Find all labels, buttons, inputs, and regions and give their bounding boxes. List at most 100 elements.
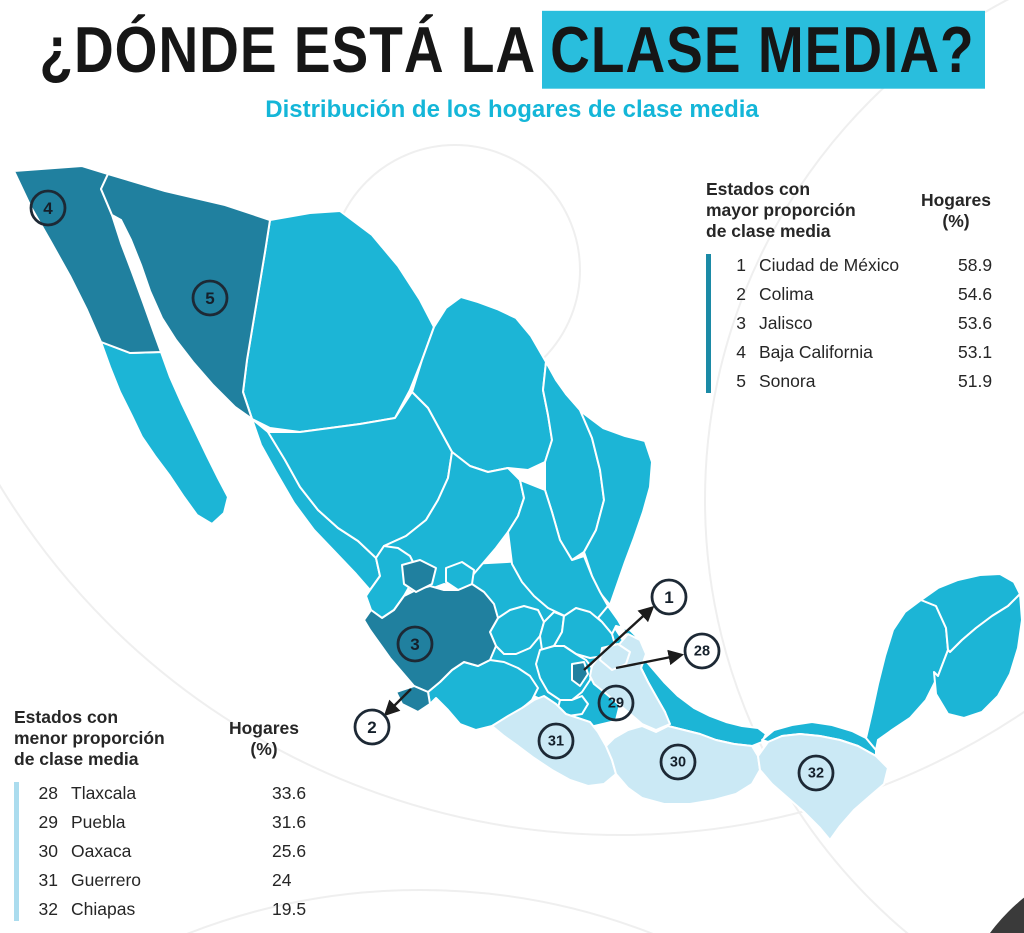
table-row: 32 Chiapas 19.5	[32, 895, 330, 924]
state-cell: Tlaxcala	[71, 783, 137, 803]
map-marker-30: 30	[659, 743, 697, 781]
accent-bar-bottom	[14, 782, 19, 921]
state-mexico	[535, 645, 593, 701]
rank-cell: 2	[736, 284, 746, 304]
title-highlight: CLASE MEDIA?	[542, 10, 985, 89]
page-title: ¿DÓNDE ESTÁ LA CLASE MEDIA?	[0, 10, 1024, 89]
table-lowest-states: Estados con menor proporción de clase me…	[14, 707, 330, 924]
state-oaxaca	[605, 725, 761, 805]
state-baja-california-sur	[100, 341, 229, 525]
rank-cell: 5	[736, 371, 746, 391]
marker-number: 30	[670, 755, 686, 771]
table-row: 29 Puebla 31.6	[32, 808, 330, 837]
table-highest-value-header: Hogares (%)	[920, 190, 992, 231]
state-jalisco-exclave	[401, 559, 437, 593]
arrow-cdmx-to-1	[583, 605, 655, 671]
state-cell: Oaxaca	[71, 841, 132, 861]
rank-cell: 28	[38, 783, 58, 803]
table-row: 1 Ciudad de México 58.9	[720, 251, 1022, 280]
marker-number: 31	[548, 734, 564, 750]
marker-circle	[191, 279, 229, 317]
value-cell: 58.9	[958, 255, 993, 275]
state-cell: Jalisco	[759, 313, 813, 333]
table-row: 4 Baja California 53.1	[720, 338, 1022, 367]
value-cell: 31.6	[272, 812, 307, 832]
state-aguascalientes	[445, 561, 475, 591]
table-row: 3 Jalisco 53.6	[720, 309, 1022, 338]
value-cell: 24	[272, 870, 292, 890]
accent-bar-top	[706, 254, 711, 393]
state-cell: Colima	[759, 284, 814, 304]
marker-number: 5	[205, 289, 214, 308]
marker-circle	[29, 189, 67, 227]
map-marker-31: 31	[537, 722, 575, 760]
state-cell: Chiapas	[71, 899, 136, 919]
table-row: 28 Tlaxcala 33.6	[32, 779, 330, 808]
state-cell: Guerrero	[71, 870, 142, 890]
state-ciudad-de-mexico	[571, 661, 589, 687]
marker-circle	[659, 743, 697, 781]
state-cell: Puebla	[71, 812, 126, 832]
value-cell: 53.1	[958, 342, 993, 362]
map-marker-5: 5	[191, 279, 229, 317]
value-cell: 53.6	[958, 313, 993, 333]
map-marker-2: 2	[353, 708, 391, 746]
map-marker-32: 32	[797, 754, 835, 792]
rank-cell: 32	[38, 899, 58, 919]
table-highest-rows: 1 Ciudad de México 58.9 2 Colima 54.6 3 Jalisco…	[706, 251, 1022, 396]
rank-cell: 30	[38, 841, 58, 861]
state-tlaxcala	[599, 643, 631, 671]
marker-number: 3	[410, 635, 419, 654]
title-prefix: ¿DÓNDE ESTÁ LA	[39, 13, 537, 87]
marker-circle	[597, 684, 635, 722]
table-lowest-rows: 28 Tlaxcala 33.6 29 Puebla 31.6 30 Oaxaca 25.6 31…	[14, 779, 330, 924]
state-quintana-roo	[933, 593, 1023, 719]
state-chihuahua	[242, 210, 435, 433]
page-subtitle: Distribución de los hogares de clase med…	[265, 96, 759, 123]
table-lowest-header: Estados con menor proporción de clase me…	[14, 707, 165, 769]
table-highest-header: Estados con mayor proporción de clase me…	[706, 179, 856, 241]
arrow-tlaxcala-to-28	[615, 649, 685, 670]
rank-cell: 29	[38, 812, 58, 832]
table-row: 5 Sonora 51.9	[720, 367, 1022, 396]
map-marker-4: 4	[29, 189, 67, 227]
rank-cell: 1	[736, 255, 746, 275]
callout-arrows	[383, 605, 685, 717]
rank-cell: 3	[736, 313, 746, 333]
table-row: 30 Oaxaca 25.6	[32, 837, 330, 866]
marker-circle	[797, 754, 835, 792]
value-cell: 54.6	[958, 284, 993, 304]
map-marker-1: 1	[650, 578, 688, 616]
states-high	[13, 165, 589, 713]
state-cell: Sonora	[759, 371, 816, 391]
state-sonora	[100, 173, 271, 420]
marker-number: 29	[608, 696, 624, 712]
marker-number: 4	[43, 199, 53, 218]
marker-circle	[650, 578, 688, 616]
rank-cell: 4	[736, 342, 746, 362]
map-marker-28: 28	[683, 632, 721, 670]
value-cell: 51.9	[958, 371, 993, 391]
table-highest-states: Estados con mayor proporción de clase me…	[706, 179, 1022, 396]
arrow-colima-to-2	[383, 688, 412, 717]
marker-circle	[537, 722, 575, 760]
marker-number: 32	[808, 766, 824, 782]
rank-cell: 31	[38, 870, 58, 890]
marker-circle	[353, 708, 391, 746]
marker-number: 1	[664, 588, 673, 607]
states-low	[491, 633, 889, 841]
marker-circle	[683, 632, 721, 670]
marker-number: 28	[694, 644, 710, 660]
state-cell: Ciudad de México	[759, 255, 900, 275]
marker-circle	[396, 625, 434, 663]
value-cell: 19.5	[272, 899, 307, 919]
table-row: 2 Colima 54.6	[720, 280, 1022, 309]
marker-number: 2	[367, 718, 376, 737]
corner-dark-arc	[990, 897, 1024, 933]
state-colima	[395, 685, 431, 713]
value-cell: 33.6	[272, 783, 307, 803]
value-cell: 25.6	[272, 841, 307, 861]
